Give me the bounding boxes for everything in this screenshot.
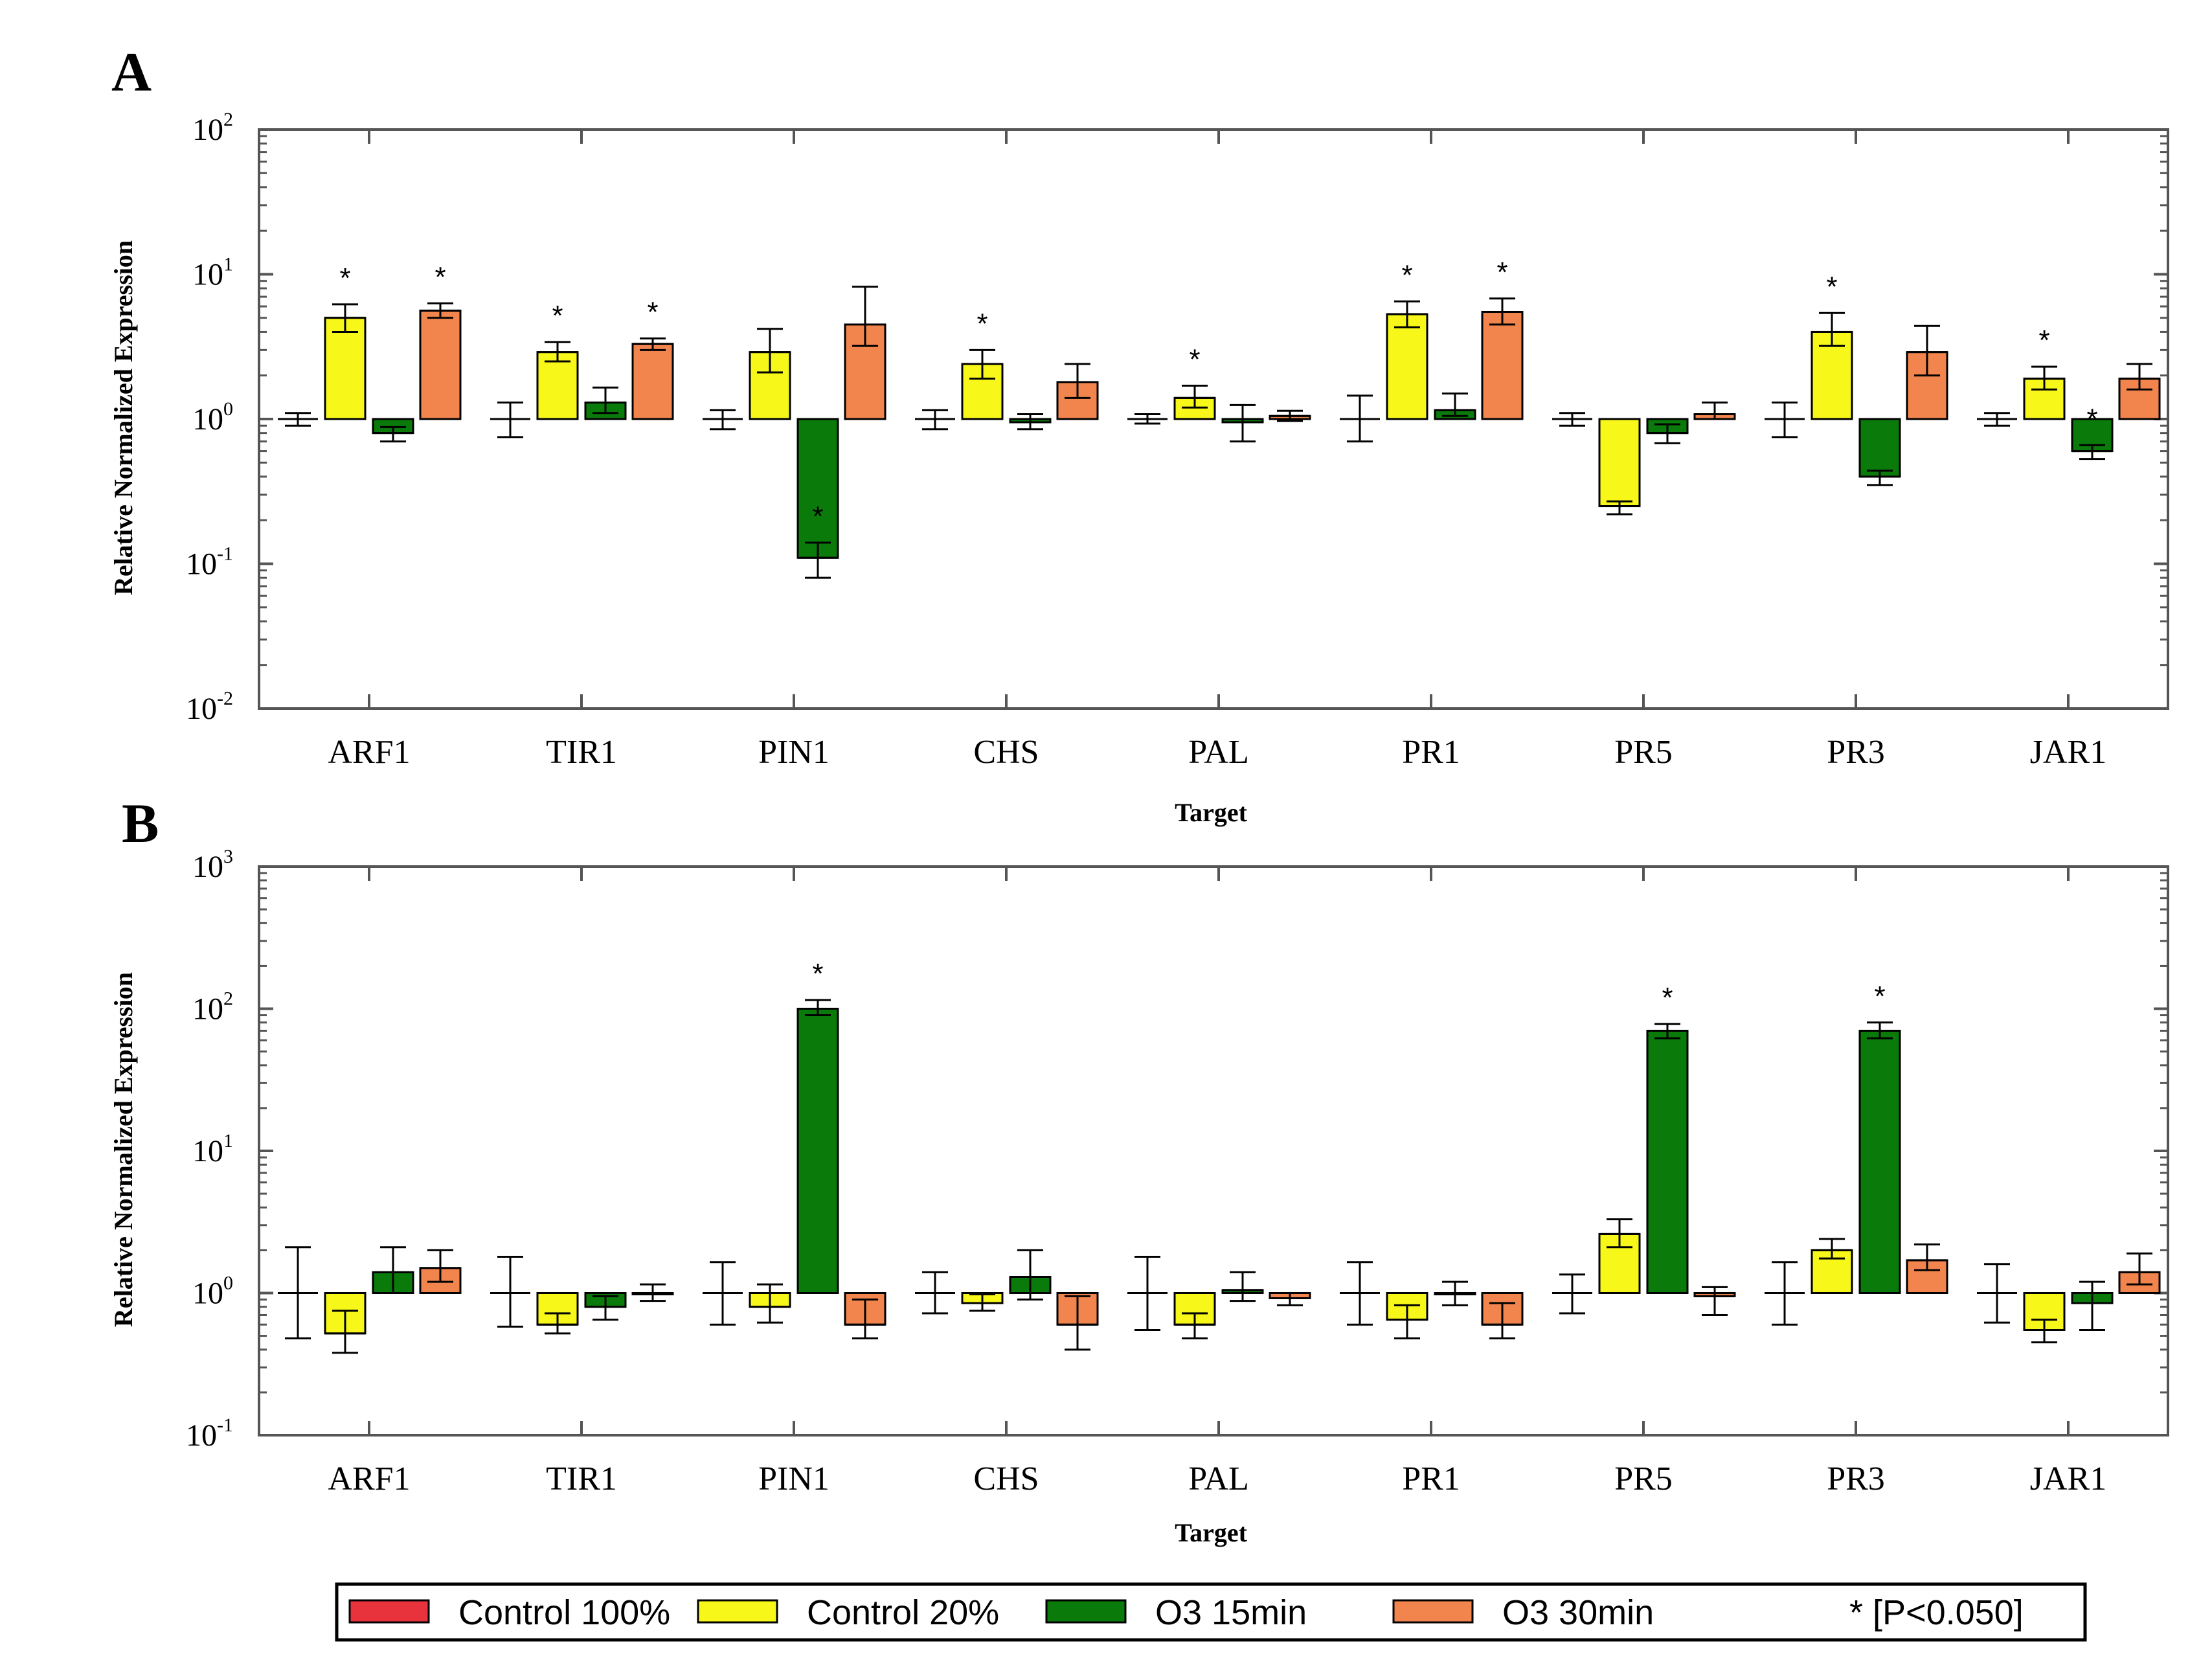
panel-b-x-tick-label-pr5: PR5 <box>1614 1460 1673 1497</box>
panel-b-bar-pr3-s2 <box>1858 1030 1901 1294</box>
panel-a-bar-arf1-s1 <box>324 317 367 420</box>
panel-b-letter: B <box>122 792 159 854</box>
panel-a-y-tick-label: 101 <box>192 254 233 292</box>
panel-a: A Relative Normalized Expression Target … <box>109 41 2169 827</box>
panel-a-significance-star: * <box>552 300 563 332</box>
legend-items: Control 100% Control 20% O3 15min O3 30min <box>348 1593 1654 1632</box>
panel-b-significance-star: * <box>812 958 823 990</box>
panel-b-x-tick-label-pr3: PR3 <box>1827 1460 1885 1497</box>
panel-b-y-tick-exponent: 3 <box>223 846 233 867</box>
panel-b-x-axis-title: Target <box>1175 1518 1248 1547</box>
panel-a-x-tick-label-pr1: PR1 <box>1402 734 1460 771</box>
panel-a-x-tick-label-pal: PAL <box>1188 734 1248 771</box>
panel-a-y-tick-base: 10 <box>186 547 217 582</box>
panel-b-bar-pin1-s2 <box>796 1008 839 1294</box>
panel-b-y-tick-base: 10 <box>192 1134 223 1168</box>
panel-a-y-tick-base: 10 <box>192 402 223 437</box>
legend-label-2: O3 15min <box>1155 1593 1307 1632</box>
panel-a-bar-tir1-s1 <box>536 351 579 420</box>
panel-b-x-tick-label-pr1: PR1 <box>1402 1460 1460 1497</box>
panel-a-y-tick-exponent: -2 <box>217 688 233 709</box>
panel-a-y-tick-label: 100 <box>192 398 233 437</box>
legend-label-3: O3 30min <box>1502 1593 1654 1632</box>
panel-b-y-tick-label: 102 <box>192 988 233 1027</box>
panel-a-x-axis-title: Target <box>1175 798 1248 827</box>
panel-a-y-tick-label: 102 <box>192 109 233 147</box>
panel-b-significance-star: * <box>1662 982 1673 1014</box>
panel-a-bar-jar1-s1 <box>2023 378 2066 420</box>
panel-b-y-tick-label: 101 <box>192 1130 233 1168</box>
panel-a-bar-pr5-s1 <box>1598 418 1641 508</box>
legend-label-1: Control 20% <box>807 1593 999 1632</box>
panel-a-bar-pr1-s3 <box>1481 311 1524 420</box>
panel-a-bar-arf1-s3 <box>419 310 462 420</box>
panel-a-significance-star: * <box>435 261 446 293</box>
panel-b-y-tick-label: 103 <box>192 846 233 884</box>
panel-b-bar-pr5-s2 <box>1646 1030 1689 1294</box>
panel-b-y-tick-exponent: 1 <box>223 1130 233 1152</box>
legend-swatch-1 <box>697 1599 778 1624</box>
panel-a-y-axis-title: Relative Normalized Expression <box>109 240 138 595</box>
panel-a-y-tick-base: 10 <box>192 113 223 147</box>
legend-swatch-3 <box>1392 1599 1474 1624</box>
panel-b-significance-star: * <box>1874 981 1885 1012</box>
panel-a-bar-pin1-s2 <box>796 418 839 559</box>
panel-a-y-tick-exponent: -1 <box>217 543 233 565</box>
panel-b-y-tick-base: 10 <box>192 992 223 1027</box>
panel-a-y-tick-label: 10-1 <box>186 543 233 582</box>
panel-b-y-tick-exponent: -1 <box>217 1414 233 1436</box>
legend-swatch-0 <box>348 1599 430 1624</box>
panel-a-x-tick-label-pin1: PIN1 <box>758 734 830 771</box>
panel-a-significance-star: * <box>2086 403 2097 435</box>
legend-label-0: Control 100% <box>458 1593 670 1632</box>
panel-a-significance-star: * <box>812 501 823 532</box>
panel-b-y-tick-base: 10 <box>192 850 223 884</box>
panel-a-significance-star: * <box>2038 324 2049 356</box>
panel-a-significance-star: * <box>1496 256 1507 288</box>
panel-b-x-tick-label-tir1: TIR1 <box>546 1460 617 1497</box>
panel-a-y-tick-label: 10-2 <box>186 688 233 726</box>
panel-a-y-tick-base: 10 <box>192 258 223 292</box>
panel-a-y-tick-exponent: 2 <box>223 109 233 130</box>
panel-a-bar-tir1-s3 <box>631 343 674 420</box>
legend: Control 100% Control 20% O3 15min O3 30min … <box>335 1582 2087 1642</box>
panel-a-significance-star: * <box>339 262 350 294</box>
panel-a-significance-star: * <box>1826 271 1837 302</box>
panel-a-bar-pr1-s1 <box>1386 313 1428 420</box>
panel-a-x-tick-label-arf1: ARF1 <box>328 734 410 771</box>
panel-b-x-tick-label-chs: CHS <box>973 1460 1039 1497</box>
panel-b-y-axis-title: Relative Normalized Expression <box>109 972 138 1327</box>
panel-b-y-tick-exponent: 0 <box>223 1273 233 1294</box>
panel-a-letter: A <box>111 41 152 103</box>
panel-a-x-tick-label-chs: CHS <box>973 734 1039 771</box>
legend-swatch-2 <box>1045 1599 1127 1624</box>
panel-b-y-tick-base: 10 <box>186 1418 217 1453</box>
panel-a-x-tick-label-pr3: PR3 <box>1827 734 1885 771</box>
panel-a-significance-star: * <box>976 308 988 339</box>
panel-b-x-tick-label-arf1: ARF1 <box>328 1460 410 1497</box>
panel-a-significance-star: * <box>1401 259 1412 291</box>
panel-b-x-tick-label-pin1: PIN1 <box>758 1460 830 1497</box>
panel-b-x-tick-label-jar1: JAR1 <box>2030 1460 2106 1497</box>
panel-a-x-tick-label-tir1: TIR1 <box>546 734 617 771</box>
panel-a-bar-pr3-s2 <box>1858 418 1901 478</box>
panel-b-y-tick-label: 10-1 <box>186 1414 233 1453</box>
panel-a-y-tick-exponent: 1 <box>223 254 233 275</box>
panel-b-y-tick-label: 100 <box>192 1273 233 1311</box>
panel-b-x-tick-label-pal: PAL <box>1188 1460 1248 1497</box>
legend-significance-note: * [P<0.050] <box>1849 1593 2024 1632</box>
panel-a-significance-star: * <box>647 297 658 328</box>
panel-b-y-tick-base: 10 <box>192 1277 223 1311</box>
panel-a-x-tick-label-jar1: JAR1 <box>2030 734 2106 771</box>
panel-a-y-tick-base: 10 <box>186 692 217 726</box>
legend-frame <box>335 1582 2087 1642</box>
panel-b: B Relative Normalized Expression Target … <box>109 792 2169 1547</box>
panel-a-significance-star: * <box>1189 343 1200 375</box>
panel-b-y-tick-exponent: 2 <box>223 988 233 1010</box>
panel-a-y-tick-exponent: 0 <box>223 398 233 420</box>
panel-a-x-tick-label-pr5: PR5 <box>1614 734 1673 771</box>
